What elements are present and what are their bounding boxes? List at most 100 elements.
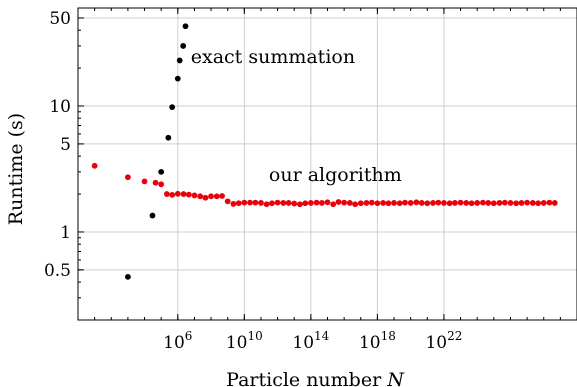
data-point [202, 194, 209, 201]
data-point [407, 200, 414, 206]
data-point [185, 191, 192, 198]
x-tick-base: 10 [359, 333, 381, 353]
data-point [529, 200, 536, 206]
x-tick-exponent: 22 [447, 329, 462, 343]
data-point [513, 200, 520, 207]
x-tick-label: 1014 [292, 329, 329, 353]
x-tick-base: 10 [425, 333, 447, 353]
data-point [468, 200, 475, 207]
data-point [280, 200, 287, 206]
data-point [158, 168, 165, 175]
data-point [501, 199, 508, 206]
data-point [346, 200, 353, 206]
data-point [297, 201, 303, 208]
data-point [424, 200, 431, 207]
data-point [518, 200, 525, 206]
data-point [182, 23, 189, 30]
series-our-algorithm [91, 162, 558, 208]
data-point [241, 199, 248, 206]
y-tick-label: 5 [60, 135, 71, 155]
data-point [235, 200, 242, 207]
x-tick-label: 1018 [359, 329, 396, 353]
data-point [307, 200, 314, 206]
data-point [540, 200, 547, 206]
data-point [485, 200, 492, 206]
data-point [125, 273, 131, 280]
data-point [380, 200, 386, 206]
data-point [330, 201, 337, 208]
x-axis-title-text: Particle number [226, 369, 387, 387]
data-point [524, 199, 530, 206]
y-tick-label: 1 [60, 223, 71, 243]
data-point [125, 174, 131, 181]
data-point [474, 200, 481, 206]
data-point [318, 200, 325, 206]
data-point [180, 43, 187, 49]
data-point [191, 192, 198, 199]
data-point [213, 193, 220, 200]
data-point [174, 190, 181, 197]
label-our-algorithm: our algorithm [269, 164, 402, 186]
data-point [507, 200, 514, 206]
data-point [363, 200, 370, 206]
data-point [219, 193, 225, 199]
data-point [391, 200, 397, 206]
x-axis-title-variable: N [386, 369, 405, 387]
data-point [274, 199, 281, 206]
x-tick-base: 10 [292, 333, 314, 353]
x-tick-exponent: 10 [248, 329, 263, 343]
data-point [496, 200, 503, 206]
grid-layer [78, 8, 577, 320]
data-point [446, 200, 453, 207]
data-point [441, 200, 447, 206]
data-point [385, 200, 392, 207]
series-layer [91, 23, 558, 280]
data-point [165, 134, 172, 141]
data-point [368, 199, 375, 206]
data-point [174, 75, 181, 82]
data-point [163, 191, 170, 197]
data-point [247, 199, 253, 206]
data-point [551, 200, 558, 206]
data-point [452, 200, 458, 206]
data-point [352, 201, 359, 208]
data-point [169, 104, 176, 111]
x-tick-label: 1010 [226, 329, 263, 353]
data-point [176, 57, 183, 64]
data-point [263, 201, 270, 208]
data-point [490, 200, 497, 207]
x-tick-label: 106 [163, 329, 192, 353]
data-point [546, 199, 553, 206]
data-point [463, 200, 470, 206]
data-point [374, 200, 381, 207]
x-tick-exponent: 6 [185, 329, 193, 343]
series-exact-summation [125, 23, 189, 280]
data-point [341, 199, 348, 206]
data-point [535, 200, 542, 207]
y-axis-title: Runtime (s) [5, 113, 27, 225]
data-point [313, 199, 320, 206]
x-axis-title: Particle number N [226, 369, 405, 387]
data-point [149, 212, 156, 219]
x-tick-base: 10 [163, 333, 185, 353]
data-point [435, 199, 442, 206]
data-point [291, 200, 298, 207]
data-point [169, 191, 176, 198]
y-tick-label: 0.5 [44, 261, 71, 281]
data-point [302, 200, 309, 207]
data-point [197, 193, 204, 200]
y-tick-label: 10 [49, 97, 71, 117]
data-point [457, 199, 464, 206]
plot-frame [77, 7, 577, 321]
data-point [208, 193, 214, 200]
label-exact-summation: exact summation [191, 46, 355, 68]
data-point [396, 200, 403, 207]
data-point [418, 200, 425, 206]
data-point [413, 199, 420, 206]
y-tick-label: 50 [49, 9, 71, 29]
x-tick-label: 1022 [425, 329, 462, 353]
data-point [91, 162, 98, 169]
data-point [402, 199, 408, 206]
